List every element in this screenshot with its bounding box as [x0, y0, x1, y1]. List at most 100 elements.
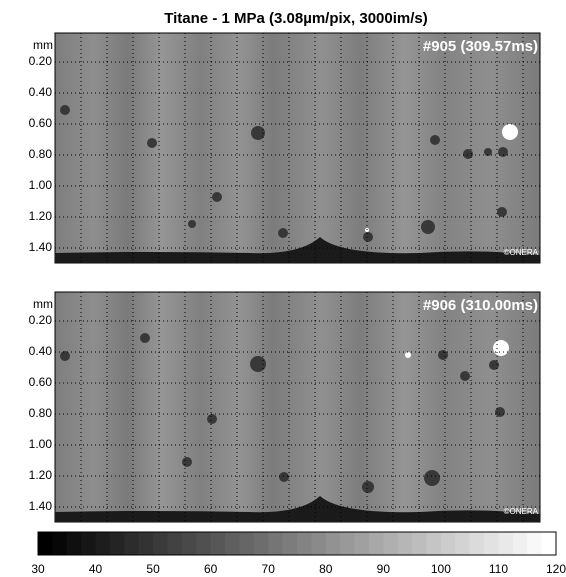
colorbar-step — [253, 532, 269, 555]
colorbar-step — [311, 532, 327, 555]
colorbar-step — [282, 532, 298, 555]
colorbar-step — [268, 532, 284, 555]
unit-label: mm — [33, 38, 53, 52]
colorbar-tick-label: 60 — [204, 562, 218, 576]
frame-image — [54, 32, 541, 264]
particle — [498, 147, 508, 157]
particle — [147, 138, 157, 148]
colorbar-step — [527, 532, 543, 555]
colorbar-step — [541, 532, 557, 555]
colorbar-step — [440, 532, 456, 555]
watermark: ©ONERA — [504, 507, 539, 516]
particle — [484, 148, 492, 156]
colorbar-step — [340, 532, 356, 555]
colorbar-step — [455, 532, 471, 555]
y-tick-label: 1.40 — [29, 240, 53, 254]
y-tick-label: 1.20 — [29, 209, 53, 223]
colorbar-step — [368, 532, 384, 555]
colorbar-step — [354, 532, 370, 555]
particle-bright — [405, 352, 411, 358]
colorbar-tick-label: 110 — [489, 562, 508, 576]
colorbar-step — [153, 532, 168, 555]
particle — [497, 207, 507, 217]
frame-image — [54, 291, 541, 523]
particle-bright — [365, 228, 369, 232]
particle — [60, 351, 70, 361]
y-tick-label: 0.20 — [29, 313, 53, 327]
colorbar-step — [138, 532, 154, 555]
colorbar-step — [196, 532, 212, 555]
colorbar-step — [66, 532, 82, 555]
colorbar-step — [239, 532, 255, 555]
particle — [460, 371, 470, 381]
colorbar-tick-label: 70 — [262, 562, 276, 576]
y-tick-label: 0.60 — [29, 375, 53, 389]
colorbar-tick-label: 90 — [377, 562, 391, 576]
watermark: ©ONERA — [504, 248, 539, 257]
y-tick-label: 0.80 — [29, 147, 53, 161]
particle — [362, 481, 374, 493]
particle — [489, 360, 499, 370]
unit-label: mm — [33, 297, 53, 311]
colorbar-tick-label: 50 — [146, 562, 160, 576]
colorbar-tick-label: 80 — [319, 562, 333, 576]
y-tick-label: 0.20 — [29, 54, 53, 68]
y-tick-label: 0.40 — [29, 85, 53, 99]
colorbar-step — [484, 532, 499, 555]
particle — [363, 232, 373, 242]
frame-floor — [55, 237, 540, 263]
frame-label: #906 (310.00ms) — [423, 297, 538, 314]
particle — [60, 105, 70, 115]
y-tick-label: 0.80 — [29, 406, 53, 420]
colorbar-step — [52, 532, 68, 555]
colorbar-tick-label: 30 — [31, 562, 45, 576]
frame-label: #905 (309.57ms) — [423, 38, 538, 55]
colorbar-tick-label: 120 — [546, 562, 566, 576]
y-tick-label: 1.00 — [29, 178, 53, 192]
particle — [421, 220, 435, 234]
colorbar-step — [397, 532, 413, 555]
colorbar-step — [38, 532, 53, 555]
colorbar-step — [81, 532, 97, 555]
colorbar-step — [124, 532, 140, 555]
colorbar-step — [325, 532, 341, 555]
figure-title: Titane - 1 MPa (3.08µm/pix, 3000im/s) — [164, 10, 427, 27]
colorbar-step — [181, 532, 197, 555]
colorbar-step — [383, 532, 399, 555]
particle — [495, 407, 505, 417]
particle-bright — [502, 124, 518, 140]
particle — [430, 135, 440, 145]
colorbar-step — [210, 532, 226, 555]
colorbar-step — [498, 532, 514, 555]
colorbar-step — [167, 532, 183, 555]
colorbar-tick-label: 100 — [431, 562, 451, 576]
particle — [251, 126, 265, 140]
colorbar-step — [426, 532, 442, 555]
particle — [212, 192, 222, 202]
particle — [188, 220, 196, 228]
colorbar-step — [412, 532, 427, 555]
y-tick-label: 1.40 — [29, 499, 53, 513]
particle — [250, 356, 266, 372]
colorbar-frame — [37, 531, 557, 556]
colorbar-tick-label: 40 — [89, 562, 103, 576]
colorbar-step — [297, 532, 312, 555]
colorbar-step — [109, 532, 125, 555]
colorbar-step — [469, 532, 485, 555]
frame-floor — [55, 496, 540, 522]
particle — [279, 472, 289, 482]
y-tick-label: 0.40 — [29, 344, 53, 358]
colorbar-step — [225, 532, 240, 555]
colorbar-step — [95, 532, 111, 555]
particle — [207, 414, 217, 424]
particle — [278, 228, 288, 238]
particle — [463, 149, 473, 159]
y-tick-label: 0.60 — [29, 116, 53, 130]
particle-bright — [493, 340, 509, 356]
particle — [182, 457, 192, 467]
colorbar-step — [512, 532, 528, 555]
particle — [424, 470, 440, 486]
particle — [140, 333, 150, 343]
